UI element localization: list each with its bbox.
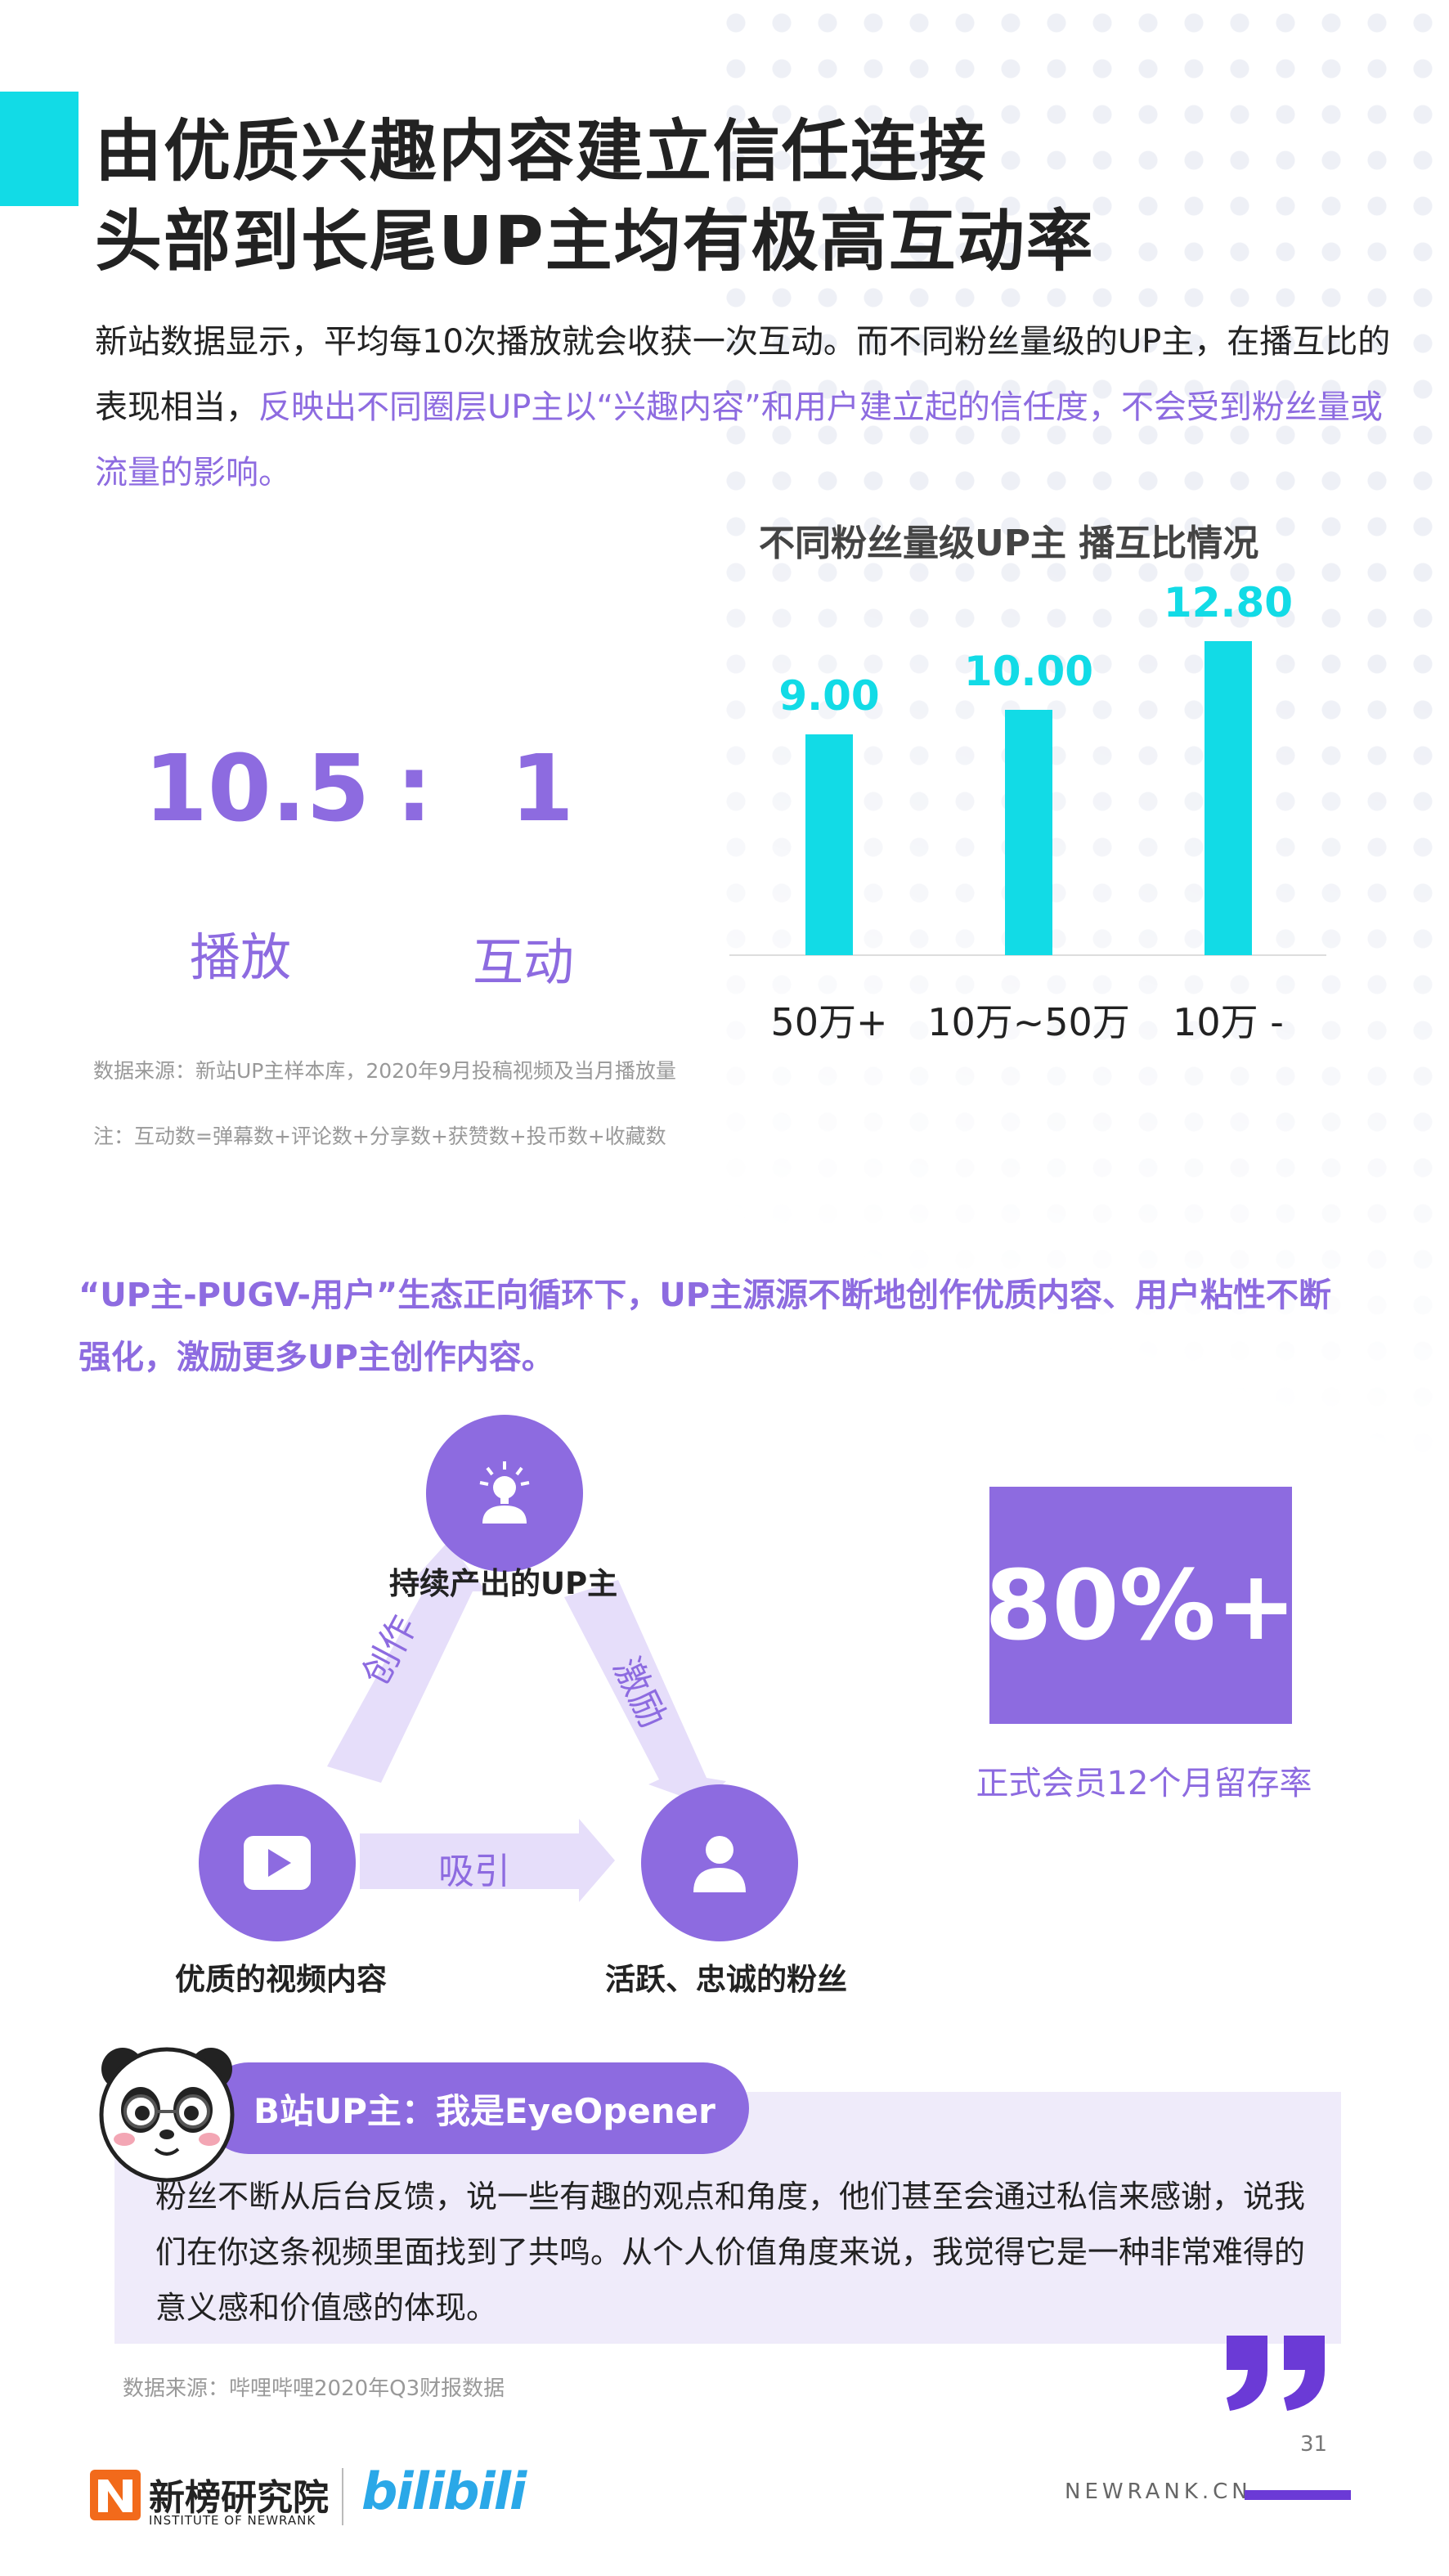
fans-label: 活跃、忠诚的粉丝 [605, 1962, 847, 1997]
arrow-attract [360, 1819, 615, 1902]
retention-kpi-box: 80%+ [985, 1487, 1297, 1724]
definition-note: 注：互动数=弹幕数+评论数+分享数+获赞数+投币数+收藏数 [93, 1124, 666, 1148]
cycle-arrows [327, 1542, 726, 1902]
bar [805, 734, 853, 955]
fans-node [641, 1784, 798, 1941]
financial-data-source: 数据来源：哔哩哔哩2020年Q3财报数据 [123, 2376, 505, 2401]
page-title-line1: 由优质兴趣内容建立信任连接 [95, 113, 989, 191]
retention-kpi-label: 正式会员12个月留存率 [976, 1765, 1312, 1802]
ratio-right-value: 1 [510, 736, 574, 842]
ratio-right-label: 互动 [473, 932, 575, 992]
intro-highlight: 反映出不同圈层UP主以“兴趣内容”和用户建立起的信任度，不会受到粉丝量或流量的影… [95, 388, 1383, 491]
data-source-note: 数据来源：新站UP主样本库，2020年9月投稿视频及当月播放量 [93, 1059, 676, 1083]
ecosystem-quote: “UP主-PUGV-用户”生态正向循环下，UP主源源不断地创作优质内容、用户粘性… [79, 1277, 1332, 1376]
content-node [199, 1784, 356, 1941]
category-label: 50万+ [770, 1000, 887, 1044]
creator-label: 持续产出的UP主 [389, 1566, 618, 1601]
play-icon [244, 1836, 311, 1890]
arrow-create [327, 1542, 487, 1783]
newrank-logo-subtitle: INSTITUTE OF NEWRANK [149, 2513, 316, 2528]
newrank-logo-text: 新榜研究院 [149, 2477, 329, 2519]
lightbulb-person-icon [479, 1461, 530, 1524]
category-label: 10万 - [1173, 1000, 1284, 1044]
panda-avatar-icon [99, 2047, 235, 2183]
site-url: NEWRANK.CN [1065, 2480, 1252, 2504]
logo-divider [342, 2468, 343, 2525]
page-title-line2: 头部到长尾UP主均有极高互动率 [95, 203, 1095, 280]
user-icon [693, 1836, 746, 1892]
ratio-left-value: 10.5 [144, 736, 370, 842]
intro-text: 新站数据显示，平均每10次播放就会收获一次互动。而不同粉丝量级的UP主，在播互比… [95, 323, 1391, 426]
category-label: 10万~50万 [927, 1000, 1130, 1044]
title-accent-bar [0, 92, 79, 206]
intro-paragraph: 新站数据显示，平均每10次播放就会收获一次互动。而不同粉丝量级的UP主，在播互比… [95, 309, 1403, 505]
creator-node [426, 1415, 583, 1572]
site-underline [1245, 2490, 1351, 2500]
bar-value-label: 12.80 [1164, 579, 1293, 626]
bar [1205, 641, 1252, 955]
bilibili-logo: bilibili [361, 2462, 527, 2521]
speaker-name: B站UP主：我是EyeOpener [253, 2090, 716, 2131]
ratio-left-label: 播放 [190, 927, 292, 987]
arrow-motivate [564, 1580, 726, 1804]
chart-title: 不同粉丝量级UP主 播互比情况 [759, 523, 1259, 564]
bar-chart: 9.00 50万+ 10.00 10万~50万 12.80 10万 - [729, 579, 1326, 1044]
speaker-tag: B站UP主：我是EyeOpener [203, 2062, 749, 2154]
arrow-attract-label: 吸引 [438, 1851, 510, 1892]
page-number: 31 [1300, 2432, 1328, 2457]
ratio-separator: : [396, 736, 433, 842]
bar-value-label: 9.00 [778, 672, 879, 720]
bar [1005, 710, 1052, 955]
quote-mark-icon [1227, 2336, 1325, 2411]
bar-value-label: 10.00 [964, 648, 1093, 695]
content-label: 优质的视频内容 [175, 1962, 387, 1997]
testimonial-text: 粉丝不断从后台反馈，说一些有趣的观点和角度，他们甚至会通过私信来感谢，说我们在你… [155, 2179, 1306, 2326]
newrank-logo-icon [90, 2470, 141, 2520]
